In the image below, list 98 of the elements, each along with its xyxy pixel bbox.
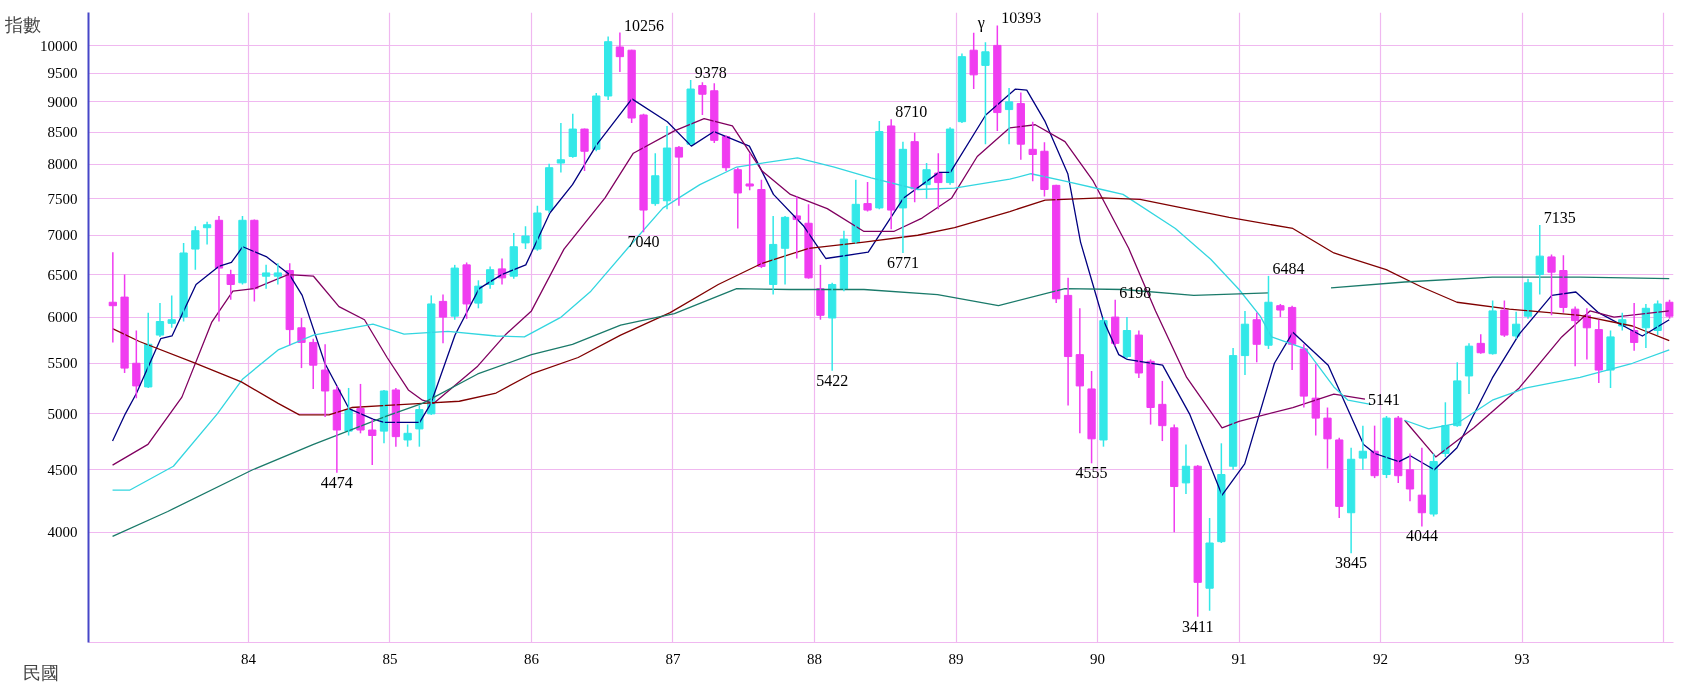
candlestick (1158, 380, 1167, 442)
candlestick (651, 152, 660, 207)
candlestick (1099, 316, 1108, 448)
annotation: 3845 (1335, 554, 1368, 572)
candlestick (403, 423, 412, 448)
candlestick (297, 317, 306, 369)
candlestick (969, 32, 978, 90)
candlestick (710, 82, 719, 144)
candlestick (1500, 299, 1509, 338)
candlestick (863, 181, 872, 213)
x-tick-label: 91 (1231, 650, 1247, 667)
annotation: 6771 (886, 253, 919, 271)
candlestick (804, 203, 813, 280)
x-tick-label: 87 (665, 650, 681, 667)
y-tick-label: 4500 (47, 461, 78, 478)
y-tick-label: 6500 (47, 266, 78, 283)
candlestick (580, 127, 589, 172)
candlestick (1488, 299, 1497, 356)
candlestick (1087, 370, 1096, 465)
candlestick (816, 264, 825, 321)
candlestick (1146, 358, 1155, 426)
y-tick-label: 5500 (47, 355, 78, 372)
candlestick (1429, 452, 1438, 518)
candlestick (533, 205, 542, 252)
annotation: 5141 (1367, 390, 1400, 408)
candlestick (120, 273, 129, 374)
annotation: 4474 (320, 473, 353, 491)
annotation: 8710 (895, 103, 928, 121)
y-tick-label: 9500 (47, 65, 78, 82)
candlestick (1040, 141, 1049, 198)
candlestick (1028, 120, 1037, 182)
candlestick (592, 92, 601, 153)
candlestick (1606, 329, 1615, 389)
y-tick-label: 5000 (47, 405, 78, 422)
candlestick (993, 24, 1002, 132)
candlestick (981, 41, 990, 145)
x-tick-label: 88 (806, 650, 822, 667)
candlestick (1217, 442, 1226, 544)
y-tick-label: 10000 (40, 37, 78, 54)
annotation: 10256 (623, 16, 664, 34)
candlestick (875, 120, 884, 211)
x-tick-label: 92 (1373, 650, 1389, 667)
candlestick (1382, 415, 1391, 479)
candlestick (1547, 253, 1556, 317)
y-tick-label: 6000 (47, 309, 78, 326)
annotation: 10393 (1001, 9, 1042, 27)
annotation: γ (976, 13, 985, 32)
candlestick (934, 152, 943, 211)
candlestick (910, 132, 919, 203)
x-tick-label: 84 (240, 650, 257, 667)
candlestick (1193, 464, 1202, 618)
y-tick-label: 4000 (47, 524, 78, 541)
candlestick (757, 179, 766, 269)
y-tick-label: 7500 (47, 190, 78, 207)
candlestick (450, 264, 459, 321)
candlestick (1453, 361, 1462, 428)
candlestick (1264, 275, 1273, 350)
candlestick (462, 261, 471, 320)
x-tick-label: 86 (523, 650, 540, 667)
candlestick (627, 48, 636, 124)
annotation: 6484 (1272, 259, 1305, 277)
candlestick (368, 418, 377, 466)
candlestick (226, 268, 235, 301)
annotation: 9378 (694, 64, 727, 82)
x-tick-label: 89 (948, 650, 964, 667)
candlestick (415, 404, 424, 448)
candlestick (745, 152, 754, 191)
candlestick (179, 242, 188, 323)
x-tick-label: 93 (1514, 650, 1530, 667)
annotation: 4044 (1405, 527, 1438, 545)
candlestick (1252, 311, 1261, 364)
candlestick (132, 329, 141, 399)
candlestick (1205, 517, 1214, 612)
candlestick (1370, 424, 1379, 479)
candlestick (427, 294, 436, 416)
candlestick (191, 225, 200, 271)
annotation: 3411 (1182, 617, 1214, 635)
y-tick-label: 8500 (47, 124, 78, 141)
candlestick (238, 215, 247, 286)
candlestick (167, 294, 176, 329)
annotation: 7135 (1543, 209, 1576, 227)
y-tick-label: 9000 (47, 93, 78, 110)
x-tick-label: 90 (1090, 650, 1106, 667)
candlestick (1323, 406, 1332, 470)
y-axis-title: 指數 (3, 14, 41, 35)
candlestick (1311, 363, 1320, 437)
x-axis-title: 民國 (22, 662, 59, 683)
annotation: 4555 (1075, 464, 1108, 482)
candlestick (521, 225, 530, 250)
y-tick-label: 8000 (47, 156, 78, 173)
x-tick-label: 85 (382, 650, 398, 667)
candlestick (686, 79, 695, 146)
candlestick (250, 218, 259, 303)
candlestick (639, 113, 648, 233)
candlestick (285, 262, 294, 346)
candlestick (698, 81, 707, 116)
annotation: 5422 (816, 371, 849, 389)
y-tick-label: 7000 (47, 227, 78, 244)
